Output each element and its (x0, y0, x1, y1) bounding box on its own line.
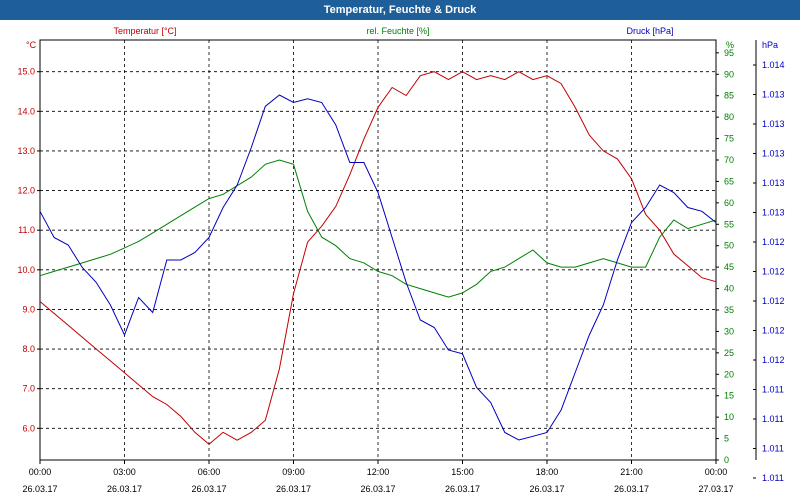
series-layer (39, 71, 717, 445)
pressure-tick-label: 1.012 (762, 237, 785, 247)
pressure-tick-label: 1.011 (762, 414, 784, 424)
date-tick-label: 26.03.17 (445, 484, 480, 494)
humidity-tick-label: 85 (724, 91, 734, 101)
pressure-tick-label: 1.013 (762, 90, 785, 100)
date-tick-label: 26.03.17 (529, 484, 564, 494)
pressure-tick-label: 1.012 (762, 267, 785, 277)
temp-tick-label: 11.0 (18, 225, 35, 235)
date-tick-label: 26.03.17 (276, 484, 311, 494)
temp-tick-label: 15.0 (17, 67, 35, 77)
pressure-tick-label: 1.013 (762, 208, 785, 218)
humidity-tick-label: 45 (724, 262, 734, 272)
pressure-tick-label: 1.014 (762, 60, 785, 70)
pressure-tick-label: 1.012 (762, 326, 785, 336)
temp-tick-label: 13.0 (17, 146, 35, 156)
humidity-tick-label: 20 (724, 369, 734, 379)
pressure-tick-label: 1.012 (762, 296, 785, 306)
grid-lines (40, 40, 716, 460)
series-line-temperature (39, 71, 717, 445)
pressure-tick-label: 1.011 (762, 473, 784, 483)
humidity-tick-label: 65 (724, 176, 734, 186)
axis-time: 00:00 26.03.17 03:00 26.03.17 06:00 26.03.17 0… (22, 460, 734, 494)
time-tick-label: 06:00 (198, 467, 221, 477)
time-tick-label: 09:00 (282, 467, 305, 477)
label-temperature: Temperatur [°C] (113, 26, 176, 36)
time-tick-label: 21:00 (620, 467, 643, 477)
time-tick-label: 18:00 (536, 467, 559, 477)
temp-tick-label: 6.0 (22, 423, 35, 433)
humidity-tick-label: 50 (724, 241, 734, 251)
time-tick-label: 00:00 (29, 467, 52, 477)
label-humidity: rel. Feuchte [%] (366, 26, 429, 36)
humidity-tick-label: 0 (724, 455, 729, 465)
humidity-tick-label: 5 (724, 434, 729, 444)
unit-pressure: hPa (762, 40, 778, 50)
humidity-tick-label: 95 (724, 48, 734, 58)
date-tick-label: 26.03.17 (360, 484, 395, 494)
time-tick-label: 12:00 (367, 467, 390, 477)
humidity-tick-label: 15 (724, 391, 734, 401)
humidity-tick-label: 75 (724, 134, 734, 144)
pressure-tick-label: 1.013 (762, 149, 785, 159)
series-line-pressure (39, 94, 717, 441)
date-tick-label: 26.03.17 (22, 484, 57, 494)
humidity-tick-label: 40 (724, 284, 734, 294)
humidity-tick-label: 55 (724, 219, 734, 229)
temp-tick-label: 8.0 (22, 344, 35, 354)
humidity-tick-label: 35 (724, 305, 734, 315)
humidity-tick-label: 30 (724, 326, 734, 336)
axis-pressure: 1.014 1.013 1.013 1.013 1.013 1.013 1.012 1.012… (753, 40, 785, 483)
humidity-tick-label: 25 (724, 348, 734, 358)
time-tick-label: 00:00 (705, 467, 728, 477)
humidity-tick-label: 90 (724, 69, 734, 79)
date-tick-label: 26.03.17 (191, 484, 226, 494)
date-tick-label: 27.03.17 (698, 484, 733, 494)
temp-tick-label: 12.0 (17, 186, 35, 196)
temp-tick-label: 10.0 (17, 265, 35, 275)
date-tick-label: 26.03.17 (614, 484, 649, 494)
time-tick-label: 03:00 (113, 467, 136, 477)
temp-tick-label: 14.0 (17, 106, 35, 116)
pressure-tick-label: 1.013 (762, 178, 785, 188)
unit-temperature: °C (26, 40, 37, 50)
humidity-tick-label: 10 (724, 412, 734, 422)
time-tick-label: 15:00 (451, 467, 474, 477)
axis-temperature: 15.0 14.0 13.0 12.0 11.0 10.0 9.0 8.0 7.0 6.0 (17, 67, 40, 433)
pressure-tick-label: 1.013 (762, 119, 785, 129)
series-line-humidity (39, 159, 717, 298)
humidity-tick-label: 70 (724, 155, 734, 165)
temp-tick-label: 9.0 (22, 304, 35, 314)
label-pressure: Druck [hPa] (626, 26, 673, 36)
pressure-tick-label: 1.011 (762, 385, 784, 395)
unit-humidity: % (726, 40, 734, 50)
chart-area: 15.0 14.0 13.0 12.0 11.0 10.0 9.0 8.0 7.0 6.0 95 9… (17, 26, 785, 494)
date-tick-label: 26.03.17 (107, 484, 142, 494)
humidity-tick-label: 80 (724, 112, 734, 122)
temp-tick-label: 7.0 (22, 384, 35, 394)
pressure-tick-label: 1.012 (762, 355, 785, 365)
pressure-tick-label: 1.011 (762, 444, 784, 454)
humidity-tick-label: 60 (724, 198, 734, 208)
chart-title: Temperatur, Feuchte & Druck (0, 0, 800, 20)
